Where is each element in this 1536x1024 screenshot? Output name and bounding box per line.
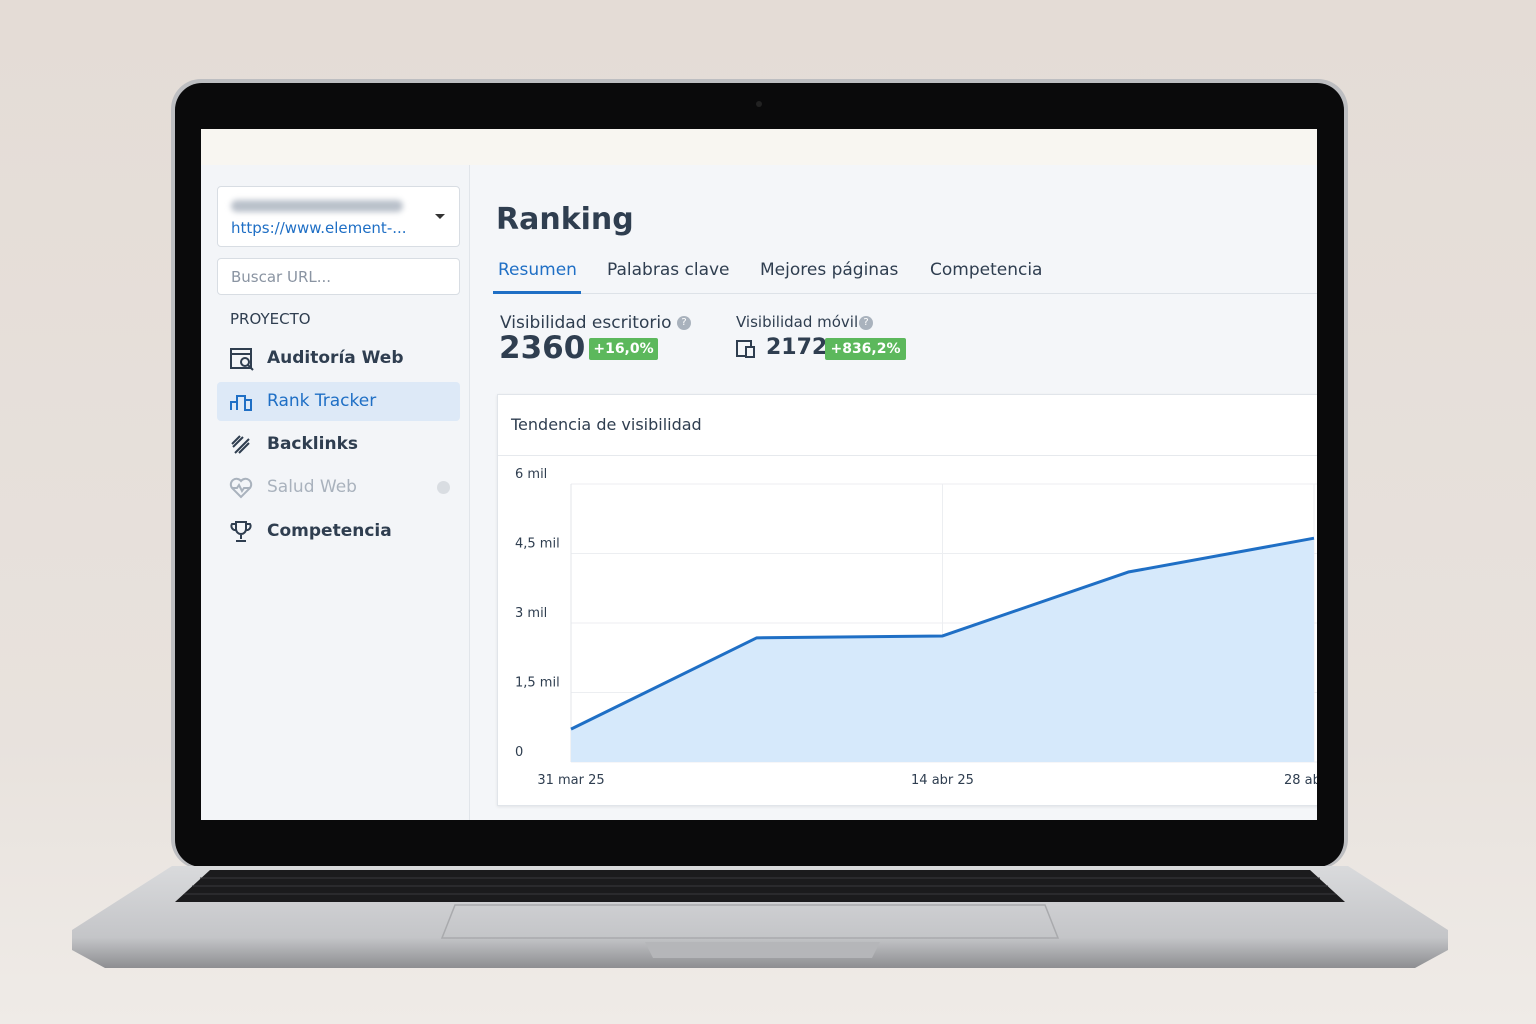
nav-label: Salud Web — [267, 477, 357, 497]
nav-label: Auditoría Web — [267, 348, 404, 368]
x-tick-label: 31 mar 25 — [537, 773, 604, 788]
area — [571, 538, 1314, 762]
nav-item[interactable]: Competencia — [217, 512, 460, 551]
metric-change: +16,0% — [589, 338, 658, 360]
search-box[interactable]: Buscar URL... — [217, 258, 460, 295]
y-tick-label: 0 — [515, 745, 523, 760]
project-url: https://www.element-... — [231, 219, 407, 237]
chart-title: Tendencia de visibilidad — [511, 415, 702, 434]
x-tick-label: 28 ab — [1284, 773, 1317, 788]
y-tick-label: 6 mil — [515, 467, 547, 482]
y-tick-label: 4,5 mil — [515, 537, 560, 552]
health-icon — [229, 477, 253, 499]
page-title: Ranking — [496, 202, 634, 237]
nav-item[interactable]: Backlinks — [217, 425, 460, 464]
y-tick-label: 3 mil — [515, 606, 547, 621]
nav-item-disabled[interactable]: Salud Web — [217, 468, 460, 507]
chart: 0 1,5 mil 3 mil 4,5 mil 6 mil 31 mar 25 14 abr… — [515, 467, 1317, 788]
metric-value: 2172 — [766, 335, 828, 360]
tab-underline — [493, 291, 581, 294]
tab[interactable]: Competencia — [930, 260, 1043, 280]
section-label: PROYECTO — [230, 310, 311, 328]
backlinks-icon — [231, 435, 250, 454]
nav-item[interactable]: Auditoría Web — [217, 339, 460, 378]
y-tick-label: 1,5 mil — [515, 676, 560, 691]
card-divider — [498, 455, 1317, 456]
project-selector[interactable]: https://www.element-... — [217, 186, 460, 247]
metric-label: Visibilidad escritorio — [500, 313, 672, 333]
metric-change: +836,2% — [825, 338, 906, 360]
screen: https://www.element-... Buscar URL... PR… — [201, 129, 1317, 820]
dropdown-caret — [435, 214, 445, 219]
tab-active[interactable]: Resumen — [498, 260, 577, 280]
audit-icon — [230, 348, 254, 371]
line — [570, 536, 1315, 731]
blurred-project-name — [231, 200, 403, 212]
device-icon — [736, 340, 755, 358]
nav-item-active[interactable]: Rank Tracker — [217, 382, 460, 421]
trophy-icon — [230, 521, 252, 542]
x-tick-label: 14 abr 25 — [911, 773, 974, 788]
tab[interactable]: Mejores páginas — [760, 260, 899, 280]
nav-label: Competencia — [267, 521, 392, 541]
tab[interactable]: Palabras clave — [607, 260, 730, 280]
browser-strip — [201, 129, 1317, 165]
tabs-divider — [493, 293, 1317, 294]
status-dot — [437, 481, 450, 494]
rank-icon — [230, 395, 252, 411]
help-icon[interactable]: ? — [677, 316, 691, 330]
nav-label: Backlinks — [267, 434, 358, 454]
help-icon[interactable]: ? — [859, 316, 873, 330]
nav-label: Rank Tracker — [267, 391, 377, 411]
metric-value: 2360 — [499, 330, 586, 366]
metric-label: Visibilidad móvil — [736, 313, 859, 331]
search-placeholder: Buscar URL... — [231, 268, 332, 286]
